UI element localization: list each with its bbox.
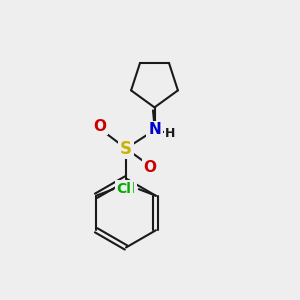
Text: Cl: Cl	[117, 182, 131, 196]
Text: N: N	[148, 122, 161, 137]
Text: H: H	[165, 127, 176, 140]
Text: O: O	[143, 160, 157, 175]
Text: Cl: Cl	[121, 182, 135, 196]
Text: O: O	[93, 119, 106, 134]
Text: S: S	[120, 140, 132, 158]
